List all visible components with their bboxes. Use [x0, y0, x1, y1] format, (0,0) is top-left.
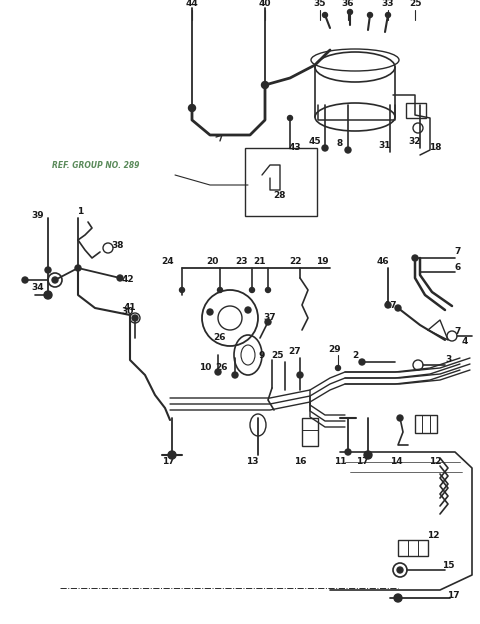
Circle shape	[364, 451, 372, 459]
Text: 38: 38	[112, 240, 124, 250]
Text: 4: 4	[462, 338, 468, 346]
Text: 31: 31	[379, 140, 391, 150]
Circle shape	[265, 288, 271, 293]
Text: 33: 33	[382, 0, 394, 7]
Bar	[398, 540, 428, 556]
Text: 9: 9	[259, 351, 265, 359]
Circle shape	[385, 12, 391, 17]
Text: REF. GROUP NO. 289: REF. GROUP NO. 289	[52, 161, 139, 170]
Bar	[406, 103, 426, 118]
Text: 2: 2	[352, 351, 358, 359]
Text: 7: 7	[455, 248, 461, 256]
Text: 34: 34	[32, 283, 44, 293]
Text: 22: 22	[289, 258, 301, 266]
Text: 12: 12	[427, 530, 439, 540]
Circle shape	[322, 145, 328, 151]
Text: 36: 36	[342, 0, 354, 7]
Circle shape	[394, 594, 402, 602]
Circle shape	[217, 288, 223, 293]
Circle shape	[117, 275, 123, 281]
Text: 3: 3	[445, 356, 451, 364]
Text: 19: 19	[316, 258, 328, 266]
Circle shape	[345, 147, 351, 153]
Circle shape	[359, 359, 365, 365]
Text: 28: 28	[274, 190, 286, 200]
Text: 12: 12	[429, 457, 441, 467]
Text: 24: 24	[162, 258, 174, 266]
Text: 10: 10	[199, 364, 211, 373]
Text: 14: 14	[390, 457, 402, 467]
Bar	[302, 418, 318, 446]
Text: 21: 21	[254, 258, 266, 266]
Circle shape	[265, 319, 271, 325]
Text: 11: 11	[334, 457, 346, 467]
Text: 26: 26	[214, 333, 226, 343]
Circle shape	[22, 277, 28, 283]
Circle shape	[215, 369, 221, 375]
Text: 46: 46	[377, 258, 389, 266]
Circle shape	[336, 366, 340, 371]
Text: 43: 43	[288, 144, 301, 152]
Circle shape	[348, 9, 352, 14]
Text: 32: 32	[409, 137, 421, 147]
Text: 17: 17	[447, 590, 459, 600]
Circle shape	[297, 372, 303, 378]
Circle shape	[132, 315, 138, 321]
Text: 27: 27	[288, 348, 301, 356]
Text: 17: 17	[162, 457, 174, 467]
Text: 17: 17	[356, 457, 368, 467]
Text: 18: 18	[429, 144, 441, 152]
Circle shape	[412, 255, 418, 261]
Text: 37: 37	[264, 313, 276, 323]
Text: 16: 16	[294, 457, 306, 467]
Circle shape	[44, 291, 52, 299]
Circle shape	[45, 267, 51, 273]
Circle shape	[262, 82, 268, 89]
Text: 25: 25	[409, 0, 421, 7]
Text: 7: 7	[455, 328, 461, 336]
Text: 30: 30	[122, 308, 134, 316]
Circle shape	[168, 451, 176, 459]
Circle shape	[207, 309, 213, 315]
Text: 20: 20	[206, 258, 218, 266]
Circle shape	[232, 372, 238, 378]
Text: 41: 41	[124, 303, 136, 313]
Text: 40: 40	[259, 0, 271, 7]
Bar	[415, 415, 437, 433]
Text: 23: 23	[236, 258, 248, 266]
Text: 6: 6	[455, 263, 461, 273]
Text: 1: 1	[77, 208, 83, 217]
Text: 35: 35	[314, 0, 326, 7]
Text: 15: 15	[442, 560, 454, 570]
Text: 44: 44	[186, 0, 198, 7]
Circle shape	[189, 104, 195, 112]
Text: 25: 25	[271, 351, 283, 359]
Text: 39: 39	[32, 210, 44, 220]
Circle shape	[345, 449, 351, 455]
Circle shape	[397, 567, 403, 573]
Circle shape	[323, 12, 327, 17]
Circle shape	[75, 265, 81, 271]
Circle shape	[397, 415, 403, 421]
Circle shape	[52, 277, 58, 283]
Text: 29: 29	[329, 346, 341, 354]
Bar	[245, 148, 317, 216]
Circle shape	[395, 305, 401, 311]
Text: 26: 26	[216, 364, 228, 373]
Circle shape	[288, 115, 292, 120]
Text: 8: 8	[337, 140, 343, 149]
Text: 42: 42	[122, 276, 134, 285]
Text: 13: 13	[246, 457, 258, 467]
Text: 17: 17	[384, 301, 396, 310]
Circle shape	[368, 12, 372, 17]
Circle shape	[250, 288, 254, 293]
Text: 45: 45	[309, 137, 321, 147]
Circle shape	[180, 288, 184, 293]
Circle shape	[245, 307, 251, 313]
Circle shape	[385, 302, 391, 308]
